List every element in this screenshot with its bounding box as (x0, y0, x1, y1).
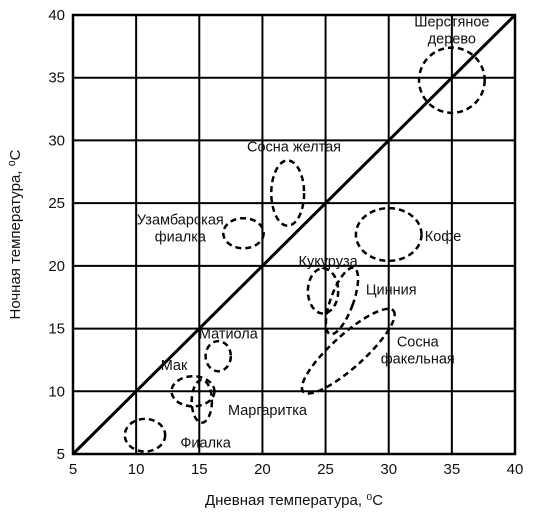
x-tick-label: 35 (444, 461, 461, 478)
y-tick-label: 10 (48, 383, 65, 400)
region-label: факельная (381, 351, 455, 367)
region-label: дерево (428, 32, 476, 48)
region-label: Кофе (425, 229, 462, 245)
region-label: Маргаритка (228, 403, 308, 419)
region-label: Шерстяное (414, 15, 489, 31)
region-ellipse (306, 267, 340, 315)
region-ellipse (354, 206, 423, 263)
region-ellipse (190, 378, 214, 424)
y-axis-title: Ночная температура, ⁰С (7, 149, 24, 319)
x-tick-label: 5 (69, 461, 77, 478)
y-tick-label: 5 (57, 446, 65, 463)
region-ellipse (170, 374, 216, 408)
x-tick-label: 30 (380, 461, 397, 478)
region-ellipse (417, 46, 486, 115)
region-label: Фиалка (180, 436, 231, 452)
region-label: фиалка (155, 230, 207, 246)
region-ellipse (123, 417, 167, 453)
y-tick-label: 35 (48, 70, 65, 87)
y-tick-label: 20 (48, 258, 65, 275)
region-ellipse (300, 307, 396, 395)
y-tick-label: 40 (48, 7, 65, 24)
y-axis-ticks: 5 10 15 20 25 30 35 40 (48, 7, 65, 463)
x-axis-title: Дневная температура, ⁰С (205, 492, 383, 509)
region-label: Кукуруза (299, 254, 359, 270)
region-ellipse (204, 339, 233, 373)
x-tick-label: 40 (507, 461, 524, 478)
region-label: Сосна желтая (247, 140, 341, 156)
x-tick-label: 10 (128, 461, 145, 478)
region-label: Цинния (366, 283, 417, 299)
plot-frame (71, 13, 517, 456)
x-tick-label: 25 (317, 461, 334, 478)
y-tick-label: 25 (48, 195, 65, 212)
region-label: Узамбарская (137, 213, 224, 229)
diagonal-line (71, 13, 517, 456)
region-ellipse (222, 216, 265, 250)
region-label: Матиола (199, 327, 259, 343)
plant-regions (123, 46, 486, 453)
region-label: Сосна (397, 334, 440, 350)
y-tick-label: 30 (48, 132, 65, 149)
y-tick-label: 15 (48, 321, 65, 338)
grid (72, 14, 516, 455)
region-label: Мак (161, 358, 188, 374)
x-tick-label: 20 (254, 461, 271, 478)
x-axis-ticks: 5 10 15 20 25 30 35 40 (69, 461, 524, 478)
x-tick-label: 15 (191, 461, 208, 478)
region-ellipse (324, 266, 360, 336)
region-ellipse (270, 159, 306, 227)
